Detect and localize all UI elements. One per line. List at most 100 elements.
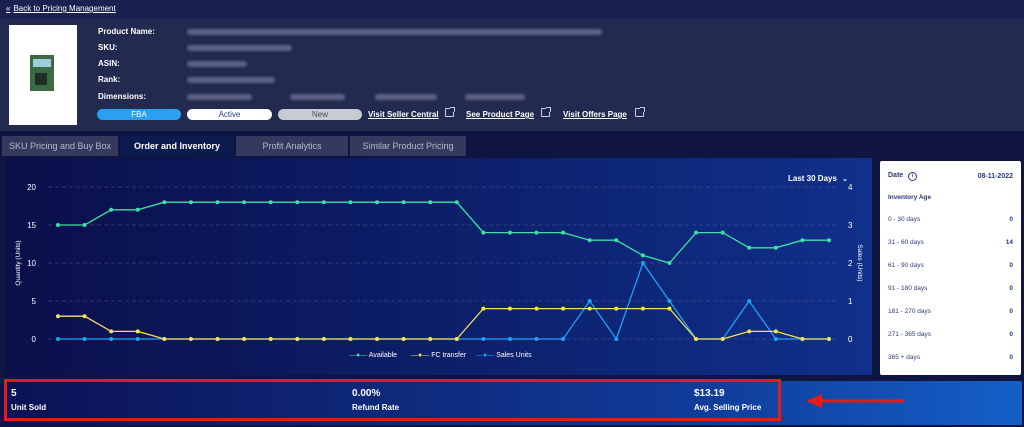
data-point: [507, 306, 512, 311]
fba-badge: FBA: [97, 109, 181, 120]
dimension-weight-redacted: [465, 94, 525, 100]
data-point: [614, 306, 619, 311]
data-point: [481, 230, 486, 235]
see-product-page-link[interactable]: See Product Page: [466, 110, 535, 119]
data-point: [667, 261, 672, 265]
data-point: [587, 306, 592, 311]
data-point: [321, 200, 326, 205]
back-link[interactable]: «Back to Pricing Management: [6, 4, 116, 13]
inventory-age-range: 271 - 365 days: [888, 331, 932, 338]
data-point: [747, 299, 752, 303]
order-inventory-chart-panel: Last 30 Days ⌄ 0 5 10 15 20 0 1 2 3 4 Quantity (Un…: [6, 158, 872, 375]
period-select[interactable]: Last 30 Days ⌄: [788, 174, 848, 183]
y-right-axis-label: Sales (Units): [856, 244, 863, 281]
legend-available[interactable]: —●— Available: [349, 352, 397, 359]
external-link-icon[interactable]: [541, 107, 551, 117]
inventory-age-row: 61 - 90 days 0: [888, 262, 1013, 269]
data-point: [640, 261, 645, 265]
legend-fc-transfer[interactable]: —●— FC transfer: [411, 352, 466, 359]
data-point: [667, 299, 672, 303]
inventory-age-value: 0: [1009, 262, 1013, 269]
refund-rate-value: 0.00%: [352, 388, 381, 399]
inventory-age-range: 181 - 270 days: [888, 308, 932, 315]
data-point: [215, 337, 220, 341]
visit-seller-central-link[interactable]: Visit Seller Central: [368, 110, 439, 119]
status-badge: Active: [187, 109, 272, 120]
tab-sku-pricing[interactable]: SKU Pricing and Buy Box: [2, 136, 118, 156]
info-icon[interactable]: i: [908, 172, 918, 181]
data-point: [720, 230, 725, 235]
inventory-age-panel: Date i 08-11-2022 Inventory Age 0 - 30 d…: [880, 161, 1021, 375]
data-point: [614, 337, 619, 341]
y-right-tick-label: 2: [848, 259, 853, 268]
data-point: [561, 230, 566, 235]
data-point: [162, 200, 167, 205]
data-point: [720, 337, 725, 341]
units-sold-label: Unit Sold: [11, 403, 47, 412]
top-bar: «Back to Pricing Management: [0, 0, 1024, 19]
inventory-age-value: 0: [1009, 308, 1013, 315]
rank-value-redacted: [187, 77, 275, 83]
product-package-art: [35, 73, 47, 85]
data-point: [82, 314, 87, 319]
external-link-icon[interactable]: [635, 107, 645, 117]
legend-sales-units[interactable]: —●— Sales Units: [476, 352, 532, 359]
data-point: [428, 200, 433, 205]
inventory-age-row: 91 - 180 days 0: [888, 285, 1013, 292]
units-sold-value: 5: [11, 388, 17, 399]
product-name-value-redacted: [187, 29, 602, 35]
visit-offers-page-link[interactable]: Visit Offers Page: [563, 110, 627, 119]
data-point: [268, 337, 273, 341]
asin-value-redacted: [187, 61, 247, 67]
inventory-age-range: 0 - 30 days: [888, 216, 921, 223]
inventory-age-value: 14: [1005, 239, 1013, 246]
stats-bar: 5 Unit Sold 0.00% Refund Rate $13.19 Avg…: [2, 381, 1022, 425]
data-point: [56, 223, 60, 227]
inventory-age-value: 0: [1009, 285, 1013, 292]
data-point: [82, 223, 87, 227]
date-value: 08-11-2022: [977, 173, 1013, 180]
period-select-value: Last 30 Days: [788, 174, 837, 183]
data-point: [268, 200, 273, 205]
inventory-age-range: 61 - 90 days: [888, 262, 924, 269]
data-point: [56, 314, 60, 319]
tab-profit-analytics[interactable]: Profit Analytics: [236, 136, 348, 156]
data-point: [800, 337, 805, 341]
tab-similar-product-pricing[interactable]: Similar Product Pricing: [350, 136, 466, 156]
data-point: [561, 337, 566, 341]
chevron-down-icon: ⌄: [842, 176, 849, 183]
y-left-tick-label: 15: [27, 221, 36, 230]
data-point: [454, 200, 459, 205]
y-right-tick-label: 1: [848, 297, 853, 306]
data-point: [242, 337, 247, 341]
legend-marker-icon: —●—: [476, 352, 495, 359]
y-right-tick-label: 4: [848, 183, 853, 192]
data-point: [667, 306, 672, 311]
external-link-icon[interactable]: [445, 107, 455, 117]
inventory-age-row: 365 + days 0: [888, 354, 1013, 361]
data-point: [242, 200, 247, 205]
avg-selling-price-value: $13.19: [694, 388, 725, 399]
legend-marker-icon: —●—: [349, 352, 368, 359]
data-point: [82, 337, 87, 341]
legend-sales-units-label: Sales Units: [496, 352, 532, 359]
inventory-age-range: 31 - 60 days: [888, 239, 924, 246]
data-point: [640, 253, 645, 258]
condition-badge: New: [278, 109, 362, 120]
data-point: [401, 200, 406, 205]
data-point: [135, 337, 140, 341]
avg-selling-price-label: Avg. Selling Price: [694, 403, 762, 412]
data-point: [481, 337, 486, 341]
data-point: [109, 329, 114, 334]
legend-marker-icon: —●—: [411, 352, 430, 359]
date-row: Date i: [888, 172, 918, 181]
tab-order-inventory[interactable]: Order and Inventory: [120, 136, 234, 156]
rank-label: Rank:: [98, 75, 121, 84]
data-point: [614, 238, 619, 243]
inventory-age-row: 271 - 365 days 0: [888, 331, 1013, 338]
arrow-annotation-icon: [806, 394, 904, 408]
dimension-length-redacted: [187, 94, 252, 100]
inventory-age-value: 0: [1009, 216, 1013, 223]
y-left-tick-label: 5: [32, 297, 37, 306]
data-point: [587, 299, 592, 303]
